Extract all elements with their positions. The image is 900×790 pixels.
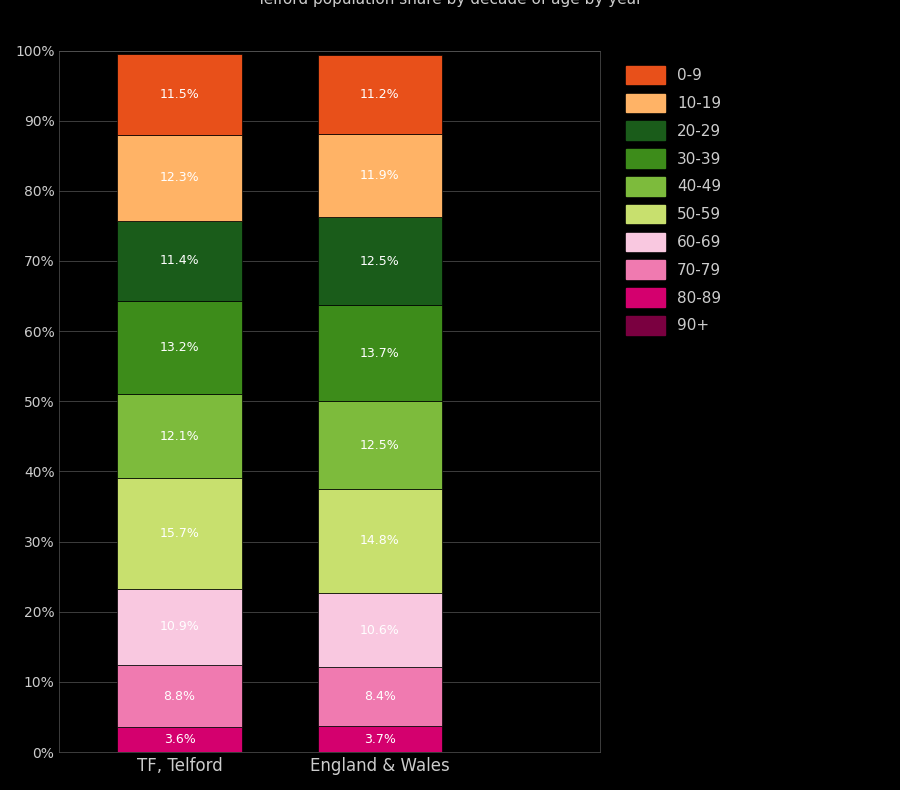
Bar	[118, 135, 242, 221]
Text: 8.4%: 8.4%	[364, 690, 396, 703]
Bar	[318, 217, 442, 305]
Text: 12.3%: 12.3%	[160, 171, 200, 184]
Text: 11.4%: 11.4%	[160, 254, 200, 268]
Bar	[318, 668, 442, 726]
Bar	[118, 479, 242, 589]
Bar	[318, 401, 442, 489]
Bar	[318, 305, 442, 401]
Text: 14.8%: 14.8%	[360, 535, 400, 547]
Text: 8.8%: 8.8%	[164, 690, 195, 702]
Text: 11.9%: 11.9%	[360, 169, 400, 182]
Text: Telford population share by decade of age by year: Telford population share by decade of ag…	[257, 0, 643, 7]
Text: 3.7%: 3.7%	[364, 732, 396, 746]
Bar	[318, 489, 442, 592]
Bar	[118, 221, 242, 301]
Text: 13.7%: 13.7%	[360, 347, 400, 359]
Text: 15.7%: 15.7%	[159, 527, 200, 540]
Bar	[118, 54, 242, 135]
Bar	[118, 665, 242, 727]
Bar	[118, 589, 242, 665]
Text: 12.5%: 12.5%	[360, 255, 400, 268]
Text: 13.2%: 13.2%	[160, 340, 200, 354]
Text: 12.5%: 12.5%	[360, 438, 400, 452]
Bar	[118, 393, 242, 479]
Text: 11.2%: 11.2%	[360, 88, 400, 101]
Bar	[318, 134, 442, 217]
Text: 10.6%: 10.6%	[360, 623, 400, 637]
Text: 10.9%: 10.9%	[159, 620, 200, 634]
Bar	[318, 55, 442, 134]
Text: 11.5%: 11.5%	[159, 88, 200, 101]
Bar	[118, 727, 242, 752]
Bar	[318, 592, 442, 668]
Bar	[318, 726, 442, 752]
Text: 3.6%: 3.6%	[164, 733, 195, 746]
Text: 12.1%: 12.1%	[160, 430, 200, 442]
Bar	[118, 301, 242, 393]
Legend: 0-9, 10-19, 20-29, 30-39, 40-49, 50-59, 60-69, 70-79, 80-89, 90+: 0-9, 10-19, 20-29, 30-39, 40-49, 50-59, …	[619, 58, 729, 342]
